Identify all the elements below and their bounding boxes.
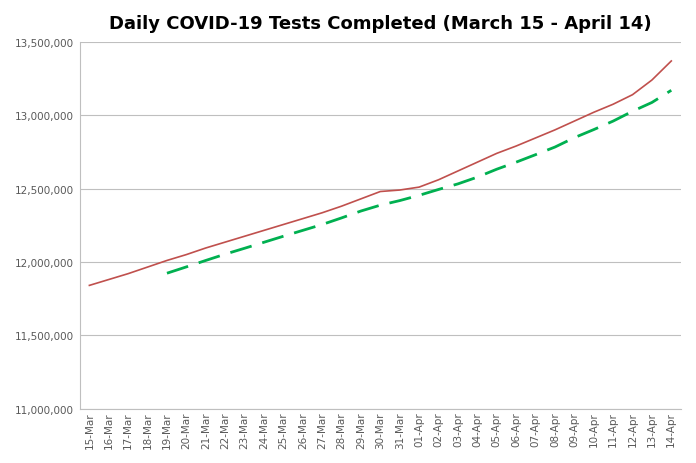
Title: Daily COVID-19 Tests Completed (March 15 - April 14): Daily COVID-19 Tests Completed (March 15…	[109, 15, 651, 33]
